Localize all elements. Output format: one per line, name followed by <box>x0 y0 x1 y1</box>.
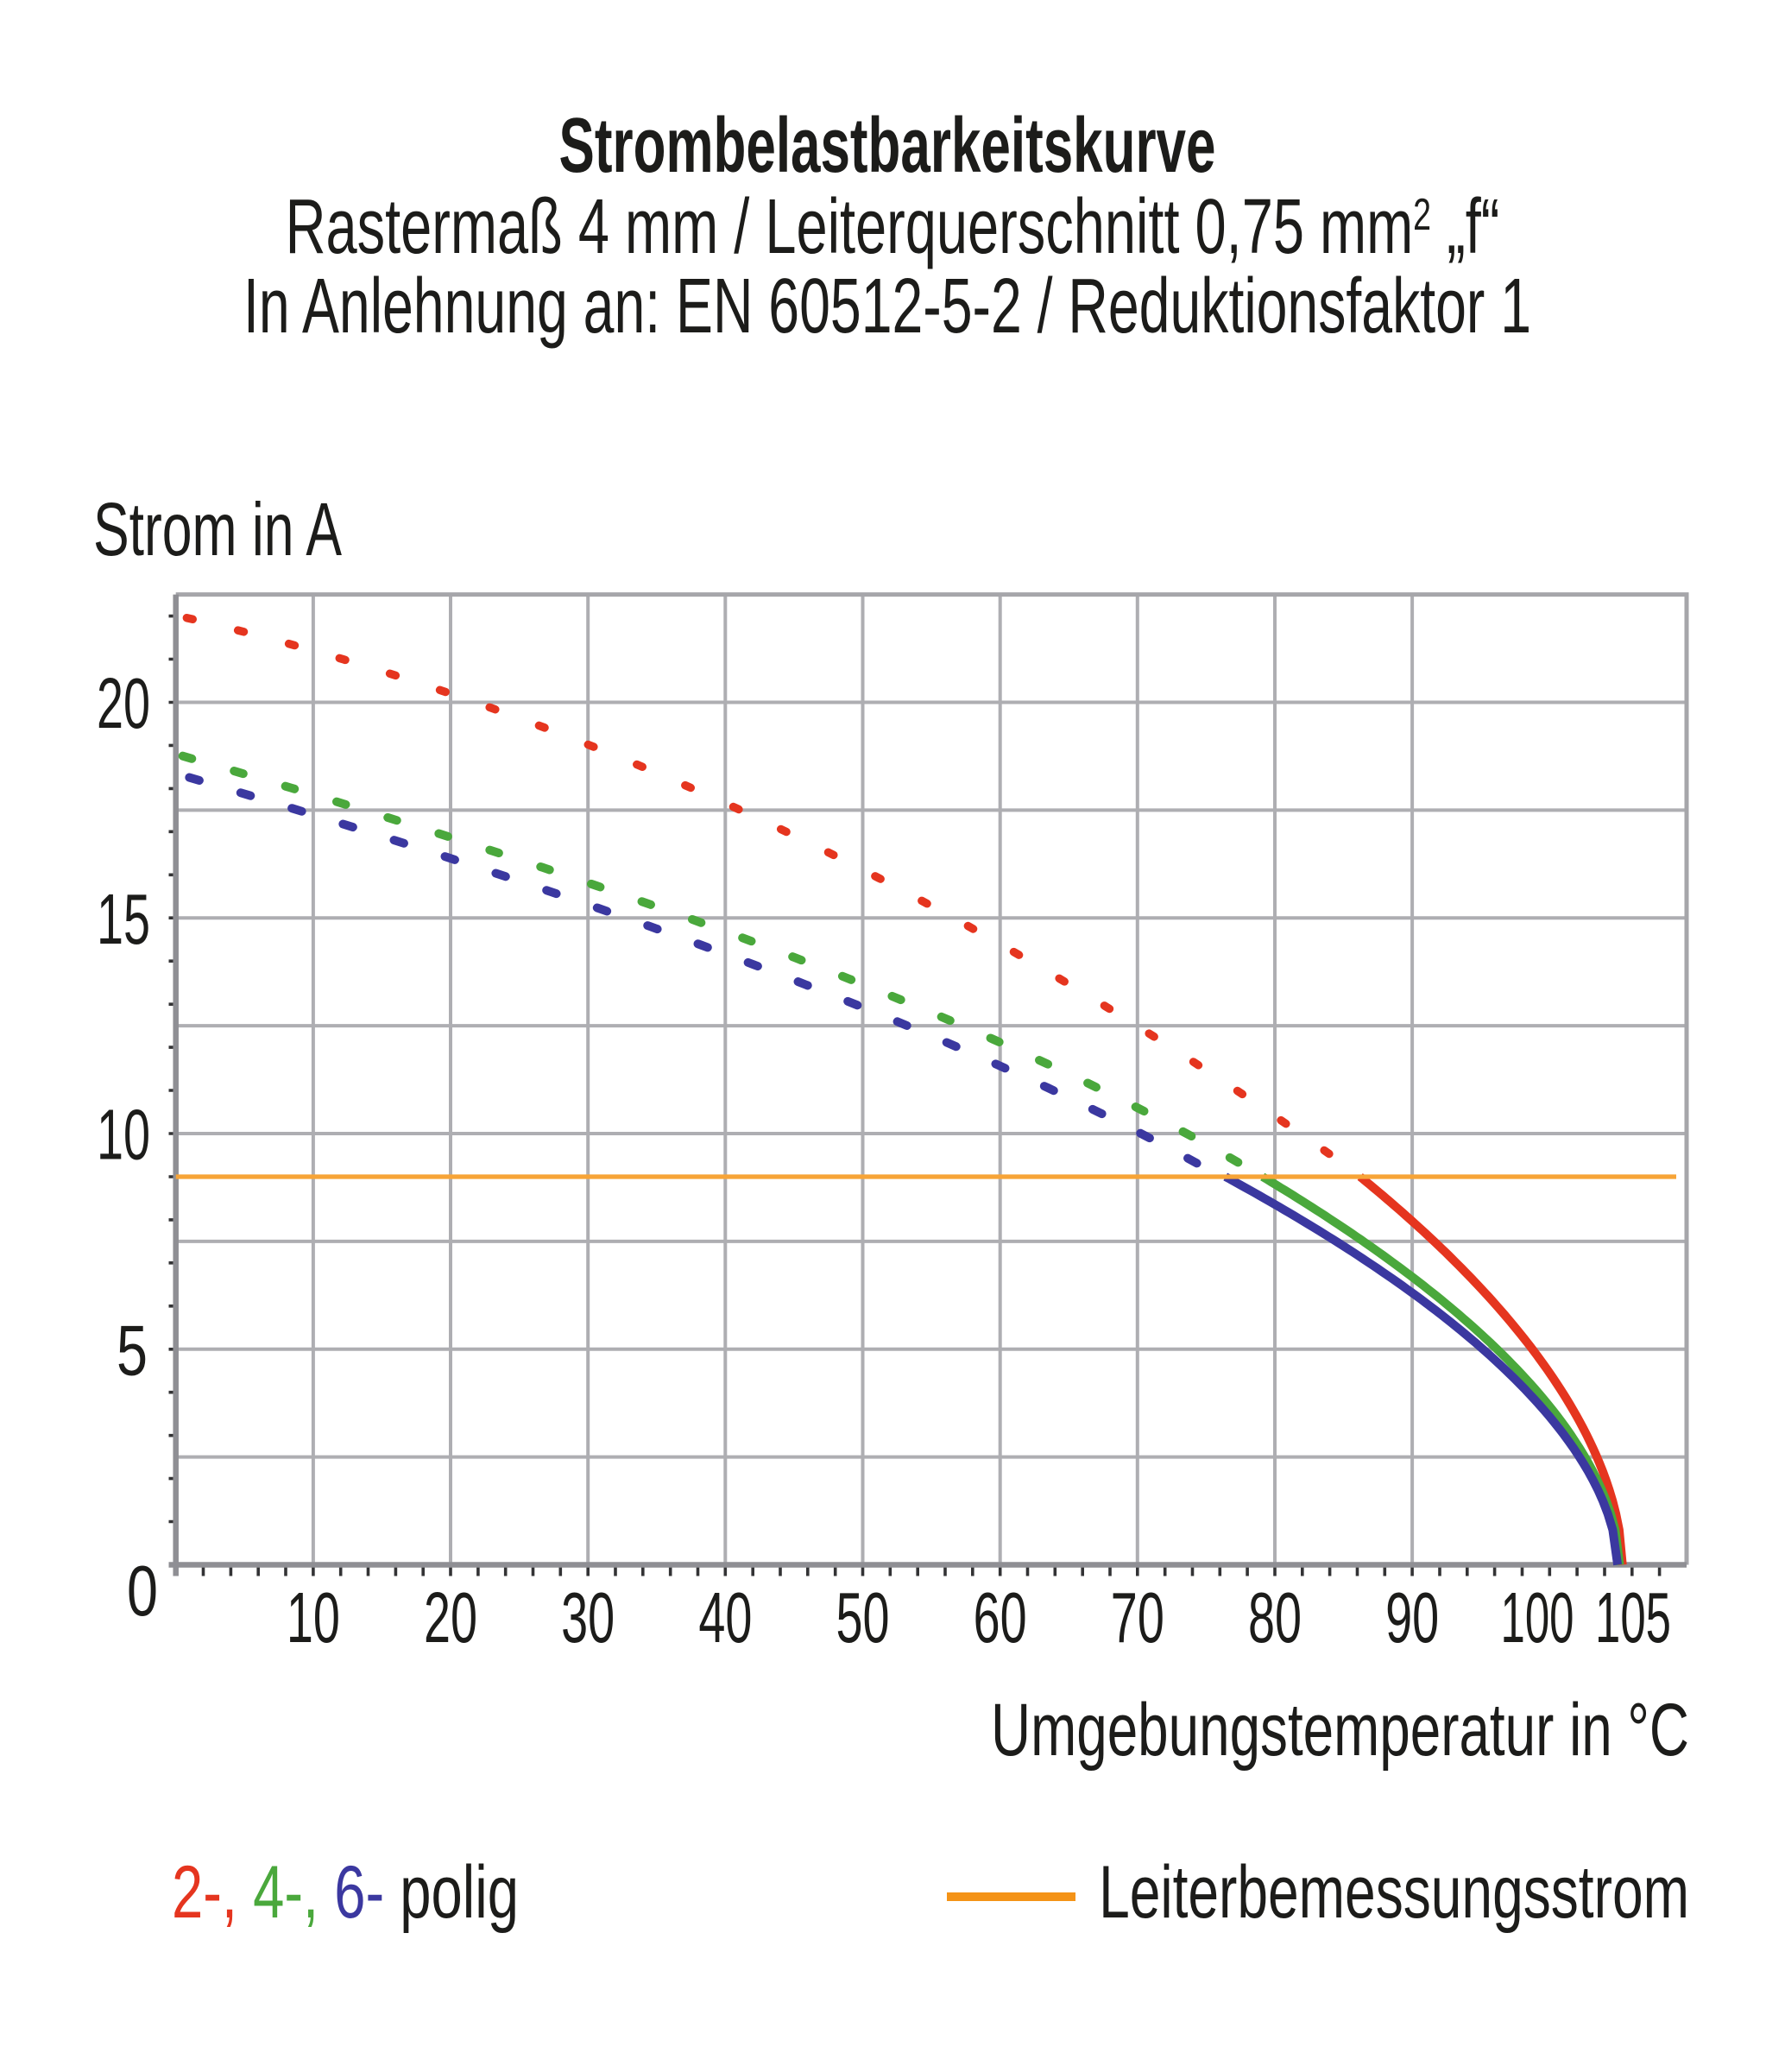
svg-text:15: 15 <box>97 879 150 959</box>
svg-text:0: 0 <box>127 1551 158 1631</box>
svg-text:2-, 4-, 6- polig: 2-, 4-, 6- polig <box>172 1851 519 1934</box>
svg-text:10: 10 <box>97 1094 150 1174</box>
svg-text:Umgebungstemperatur in °C: Umgebungstemperatur in °C <box>991 1689 1689 1772</box>
svg-text:40: 40 <box>698 1577 752 1658</box>
svg-text:30: 30 <box>561 1577 615 1658</box>
svg-text:105: 105 <box>1595 1577 1671 1658</box>
svg-text:20: 20 <box>424 1577 477 1658</box>
svg-text:Strom in A: Strom in A <box>93 488 342 572</box>
svg-text:10: 10 <box>287 1577 340 1658</box>
svg-text:Rastermaß 4 mm / Leiterquersch: Rastermaß 4 mm / Leiterquerschnitt 0,75 … <box>286 183 1500 270</box>
svg-text:20: 20 <box>97 663 150 743</box>
svg-text:Leiterbemessungsstrom: Leiterbemessungsstrom <box>1099 1851 1689 1934</box>
svg-text:5: 5 <box>117 1311 148 1391</box>
svg-text:In Anlehnung an: EN 60512-5-2: In Anlehnung an: EN 60512-5-2 / Reduktio… <box>243 262 1531 349</box>
svg-text:50: 50 <box>836 1577 889 1658</box>
svg-text:100: 100 <box>1500 1577 1574 1658</box>
svg-text:80: 80 <box>1248 1577 1302 1658</box>
svg-text:70: 70 <box>1111 1577 1164 1658</box>
svg-text:90: 90 <box>1385 1577 1439 1658</box>
svg-text:60: 60 <box>974 1577 1027 1658</box>
svg-text:Strombelastbarkeitskurve: Strombelastbarkeitskurve <box>559 103 1216 189</box>
